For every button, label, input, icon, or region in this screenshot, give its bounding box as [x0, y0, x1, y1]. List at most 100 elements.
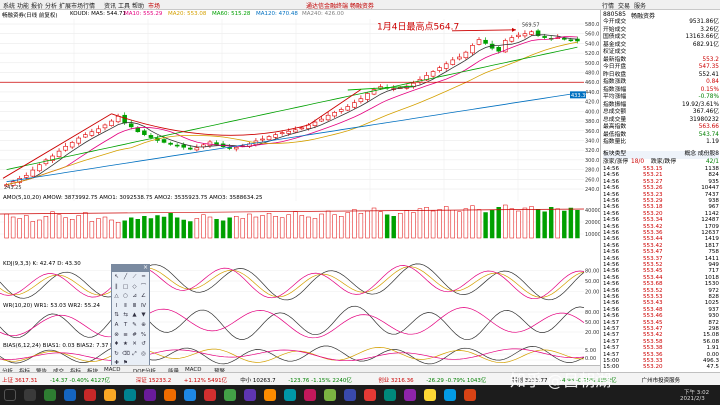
wr-panel[interactable]: 80.00 50.00 20.00 WR(10,20) WR1: 53.03 WR2…: [0, 302, 600, 342]
draw-tool-icon[interactable]: ∥: [115, 283, 118, 290]
draw-tool-icon[interactable]: Ⅳ: [140, 302, 147, 309]
quote-label: 昨日收盘: [603, 71, 627, 78]
app-icon-21[interactable]: [444, 389, 456, 401]
draw-tool-icon[interactable]: ⌒: [140, 283, 147, 290]
draw-tool-icon[interactable]: ⊕: [141, 322, 146, 328]
candlestick-chart[interactable]: 580.0 560.0 540.0 520.0 500.0 480.0 460.0 440.0…: [0, 19, 600, 201]
osc-y-label: 20.00: [585, 330, 599, 336]
menu-service-tab[interactable]: 服务: [634, 3, 647, 10]
draw-tool-icon[interactable]: ✚: [114, 360, 119, 367]
draw-tool-icon[interactable]: ⚑: [123, 360, 128, 367]
quote-row: 最低指数 543.74: [603, 132, 719, 140]
draw-tool-icon[interactable]: ✎: [132, 322, 137, 328]
tick-row: 14:57 553.47 298: [603, 326, 719, 333]
volume-bar: [4, 213, 9, 239]
app-icon-11[interactable]: [244, 389, 256, 401]
draw-tool-icon[interactable]: △: [114, 293, 119, 300]
start-icon[interactable]: [4, 389, 16, 401]
volume-bar: [83, 212, 88, 239]
indicator-tab[interactable]: MACD: [104, 367, 121, 373]
app-icon-5[interactable]: [124, 389, 136, 401]
draw-tool-icon[interactable]: ✕: [132, 341, 137, 348]
app-icon-15[interactable]: [324, 389, 336, 401]
palette-titlebar[interactable]: ×: [112, 264, 149, 272]
draw-tool-icon[interactable]: ★: [123, 341, 128, 348]
indicator-tab[interactable]: MACD: [185, 367, 202, 373]
draw-tool-icon[interactable]: ⤢: [132, 350, 137, 357]
tick-time: 14:56: [603, 230, 620, 236]
tick-row: 15:00 553.20 47.5: [603, 364, 719, 371]
draw-tool-icon[interactable]: Ⅲ: [132, 302, 137, 309]
candlestick-svg[interactable]: 580.0 560.0 540.0 520.0 500.0 480.0 460.0 440.0…: [0, 19, 600, 201]
app-icon-6[interactable]: [144, 389, 156, 401]
candle-body: [483, 39, 488, 44]
app-icon-12[interactable]: [264, 389, 276, 401]
draw-tool-icon[interactable]: ↖: [114, 274, 119, 280]
menu-trade-tab[interactable]: 交易: [618, 3, 631, 10]
draw-tool-icon[interactable]: ⊿: [132, 293, 137, 300]
draw-tool-icon[interactable]: ♦: [114, 341, 119, 348]
menu-help[interactable]: 帮助: [132, 3, 145, 10]
menu-function[interactable]: 功能: [17, 3, 30, 10]
draw-tool-icon[interactable]: □: [122, 283, 129, 290]
draw-tool-icon[interactable]: ◎: [141, 350, 146, 357]
menu-news[interactable]: 资讯: [104, 3, 117, 10]
menu-system[interactable]: 系统: [3, 3, 16, 10]
draw-tool-icon[interactable]: ⊗: [114, 331, 119, 338]
app-icon-16[interactable]: [344, 389, 356, 401]
menu-tools[interactable]: 工具: [118, 3, 131, 10]
draw-tool-icon[interactable]: ↻: [114, 350, 119, 357]
draw-tool-icon[interactable]: ∠: [141, 293, 146, 300]
draw-tool-icon[interactable]: A: [114, 322, 119, 328]
app-icon-14[interactable]: [304, 389, 316, 401]
amo-panel[interactable]: 40000 20000 10000 AMO(5,10,20) AMOW: 38739…: [0, 195, 601, 260]
app-icon-9[interactable]: [204, 389, 216, 401]
bias-panel[interactable]: 5.00 0.00 BIAS(6,12,24) BIAS1: 0.03 BIAS2…: [0, 342, 600, 372]
draw-tool-icon[interactable]: T: [123, 322, 128, 328]
candle-body: [142, 130, 147, 135]
menu-extended-market[interactable]: 扩展市场行情: [59, 3, 96, 10]
tick-time: 14:56: [603, 242, 620, 249]
menu-market[interactable]: 市场: [148, 3, 161, 10]
draw-tool-icon[interactable]: ⌫: [122, 350, 130, 357]
app-icon-22[interactable]: [464, 389, 476, 401]
draw-tool-icon[interactable]: ═: [141, 274, 146, 280]
kdj-panel[interactable]: 80.00 50.00 20.00 KDJ(9,3,3) K: 42.47 D: 4…: [0, 260, 600, 321]
draw-tool-icon[interactable]: ⇆: [123, 312, 128, 319]
draw-tool-icon[interactable]: ⇅: [114, 312, 119, 319]
app-icon-19[interactable]: [404, 389, 416, 401]
app-icon-3[interactable]: [84, 389, 96, 401]
draw-tool-icon[interactable]: Ⅰ: [115, 302, 118, 309]
app-icon-10[interactable]: [224, 389, 236, 401]
app-icon-13[interactable]: [284, 389, 296, 401]
draw-tool-icon[interactable]: ⟋: [132, 274, 137, 280]
draw-tool-icon[interactable]: ▼: [141, 312, 146, 319]
osc-y-label: 50.00: [585, 279, 599, 285]
draw-tool-icon[interactable]: #: [132, 331, 137, 338]
app-icon-20[interactable]: [424, 389, 436, 401]
draw-tool-icon[interactable]: ◇: [132, 283, 137, 290]
draw-tool-icon[interactable]: ↺: [141, 341, 146, 348]
app-icon-8[interactable]: [184, 389, 196, 401]
draw-tool-icon[interactable]: Ⅱ: [124, 302, 127, 309]
app-icon-1[interactable]: [44, 389, 56, 401]
tick-price: 553.27: [643, 178, 663, 185]
app-icon-2[interactable]: [64, 389, 76, 401]
close-icon[interactable]: ×: [142, 264, 148, 271]
search-icon[interactable]: [24, 389, 36, 401]
menu-analysis[interactable]: 分析: [45, 3, 58, 10]
app-icon-4[interactable]: [104, 389, 116, 401]
y-axis-label: 460.0: [585, 80, 599, 86]
drawing-tools-palette[interactable]: × ↖ ╱ ⟋ ═ ∥ □ ◇ ⌒ △ ○ ⊿ ∠ Ⅰ Ⅱ Ⅲ Ⅳ ⇅ ⇆ ▲ ▼ A T ✎ ⊕ ⊗ ≡ #% ♦ ★ ✕ ↺ ↻ ⌫ ⤢ ◎ ✚ ⚑: [111, 264, 150, 370]
candle-body: [30, 169, 36, 177]
app-icon-18[interactable]: [384, 389, 396, 401]
app-icon-7[interactable]: [164, 389, 176, 401]
menu-quotes-tab[interactable]: 行情: [602, 3, 615, 10]
draw-tool-icon[interactable]: ○: [123, 293, 128, 300]
draw-tool-icon[interactable]: %: [140, 331, 147, 338]
draw-tool-icon[interactable]: ▲: [132, 312, 137, 319]
draw-tool-icon[interactable]: ╱: [123, 274, 128, 280]
menu-quote[interactable]: 报价: [31, 3, 44, 10]
app-icon-17[interactable]: [364, 389, 376, 401]
draw-tool-icon[interactable]: ≡: [123, 331, 128, 338]
